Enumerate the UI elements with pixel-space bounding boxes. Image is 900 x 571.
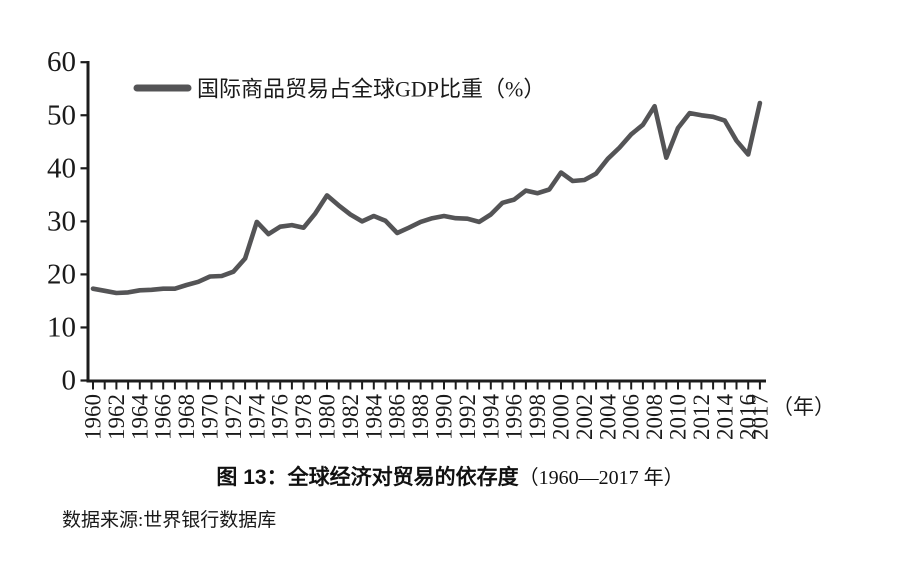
x-axis-tick-label: 1986 [385,394,410,440]
y-axis-tick-label: 60 [47,46,76,78]
x-axis-label-group: 1968 [174,394,199,440]
x-axis-tick-label: 2016 [736,394,761,440]
x-axis-tick-label: 2010 [666,394,691,440]
x-axis-tick-label: 1980 [315,394,340,440]
x-axis-label-group: 2006 [619,394,644,440]
x-axis-tick-label: 1992 [455,394,480,440]
x-axis-tick-label: 2006 [619,394,644,440]
x-axis-label-group: 1972 [221,394,246,440]
x-axis-label-group: 2000 [549,394,574,440]
x-axis-tick-label: 1968 [174,394,199,440]
x-axis-tick-label: 1990 [432,394,457,440]
x-axis-tick-label: 1984 [361,394,386,441]
caption-year-range: （1960—2017 年） [518,467,684,489]
x-axis-label-group: 1960 [81,394,106,440]
x-axis-label-group: 1990 [432,394,457,440]
x-axis-label-group: 1976 [268,394,293,440]
x-axis-tick-label: 1960 [81,394,106,440]
x-axis-label-group: 2008 [642,394,667,440]
y-axis-tick-label: 30 [47,205,76,237]
x-axis-label-group: 2016 [736,394,761,440]
x-axis-label-group: 1974 [244,394,269,441]
caption-title: 全球经济对贸易的依存度 [287,466,519,489]
x-axis-label-group: 1986 [385,394,410,440]
x-axis-tick-label: 1974 [244,394,269,441]
x-axis-label-group: 1992 [455,394,480,440]
x-axis-tick-label: 2008 [642,394,667,440]
x-axis-tick-label: 1970 [198,394,223,440]
x-axis-unit-label: （年） [772,395,835,419]
x-axis-label-group: 1982 [338,394,363,440]
x-axis-tick-label: 1964 [127,394,152,441]
x-axis-tick-label: 1982 [338,394,363,440]
x-axis-label-group: 1998 [525,394,550,440]
y-axis-tick-label: 20 [47,258,76,290]
x-axis-label-group: 2012 [689,394,714,440]
x-axis-tick-label: 1998 [525,394,550,440]
x-axis-tick-label: 1994 [478,394,503,441]
x-axis-tick-label: 1966 [151,394,176,440]
y-axis-tick-label: 0 [62,365,77,397]
x-axis-label-group: 1962 [104,394,129,440]
x-axis-tick-label: 2014 [712,394,737,441]
x-axis-tick-label: 1962 [104,394,129,440]
x-axis-tick-label: 2002 [572,394,597,440]
legend-label: 国际商品贸易占全球GDP比重（%） [197,77,545,102]
x-axis-label-group: 1988 [408,394,433,440]
x-axis-label-group: 2014 [712,394,737,441]
x-axis-label-group: 2017 [747,394,772,440]
x-axis-tick-label: 2004 [595,394,620,441]
figure-caption: 图 13：全球经济对贸易的依存度（1960—2017 年） [0,461,900,491]
x-axis-tick-label: 2012 [689,394,714,440]
x-axis-label-group: 1966 [151,394,176,440]
x-axis-tick-label: 1978 [291,394,316,440]
caption-figure-number: 图 13： [216,466,288,489]
x-axis-tick-label: 2017 [747,394,772,440]
x-axis-label-group: 1964 [127,394,152,441]
x-axis-label-group: 1996 [502,394,527,440]
x-axis-label-group: 1980 [315,394,340,440]
x-axis-label-group: 1984 [361,394,386,441]
x-axis-label-group: 1970 [198,394,223,440]
x-axis-tick-label: 1972 [221,394,246,440]
data-source-note: 数据来源:世界银行数据库 [62,510,277,531]
x-axis-label-group: 1994 [478,394,503,441]
x-axis-tick-label: 1988 [408,394,433,440]
y-axis-tick-label: 10 [47,311,76,343]
x-axis-tick-label: 2000 [549,394,574,440]
trade-share-line [90,100,763,296]
x-axis-tick-label: 1996 [502,394,527,440]
x-axis-label-group: 1978 [291,394,316,440]
y-axis-tick-label: 40 [47,152,76,184]
x-axis-tick-label: 1976 [268,394,293,440]
x-axis-label-group: 2004 [595,394,620,441]
y-axis-tick-label: 50 [47,99,76,131]
x-axis-label-group: 2010 [666,394,691,440]
trade-dependence-line-chart: 0102030405060196019621964196619681970197… [47,46,835,441]
x-axis-label-group: 2002 [572,394,597,440]
